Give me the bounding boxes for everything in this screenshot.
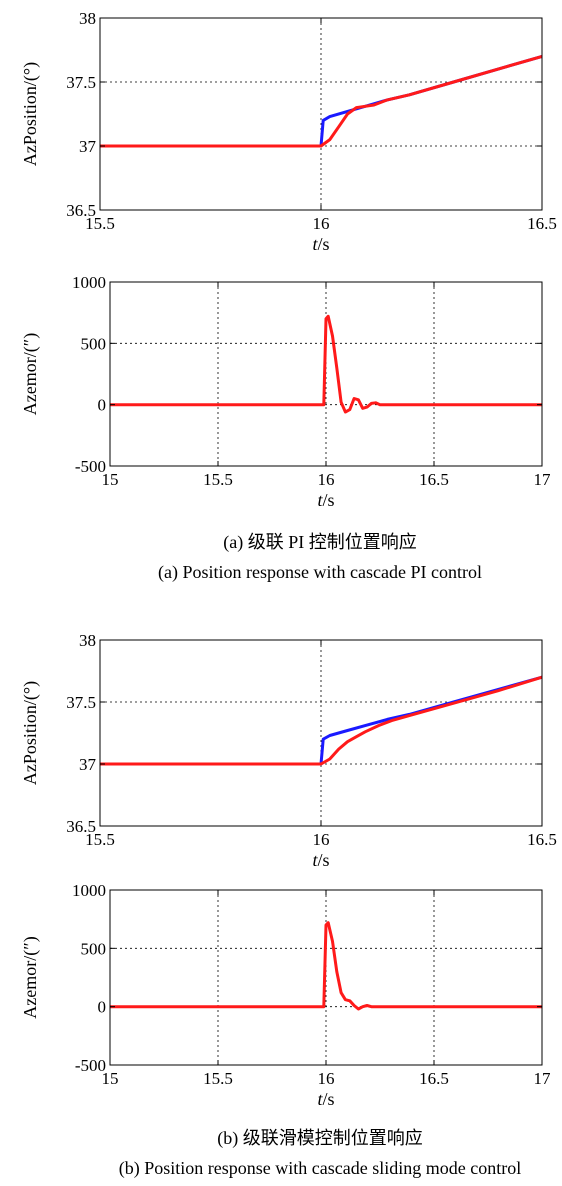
x-axis-label: t/s bbox=[312, 234, 329, 254]
caption-a-english: (a) Position response with cascade PI co… bbox=[158, 562, 482, 583]
x-axis-label: t/s bbox=[312, 850, 329, 870]
plot-a-position: 15.5 16 16.5 36.5 37 37.5 38 t/s AzPosition/(°) bbox=[20, 9, 557, 254]
plot-b-position: 15.5 16 16.5 36.5 37 37.5 38 t/s AzPosition/(°) bbox=[20, 631, 557, 870]
x-axis-label: t/s bbox=[317, 490, 334, 510]
x-tick-label: 15.5 bbox=[203, 1069, 233, 1088]
y-tick-label: -500 bbox=[75, 1056, 106, 1075]
series-line-1 bbox=[100, 54, 543, 148]
plot-frame bbox=[99, 639, 543, 827]
x-tick-label: 16 bbox=[313, 214, 330, 233]
y-tick-label: 0 bbox=[98, 998, 107, 1017]
y-tick-label: 38 bbox=[79, 631, 96, 650]
caption-b-chinese: (b) 级联滑模控制位置响应 bbox=[217, 1128, 423, 1149]
x-tick-label: 17 bbox=[534, 1069, 552, 1088]
x-axis-label-symbol: t bbox=[317, 1089, 323, 1109]
y-tick-label: 0 bbox=[98, 396, 107, 415]
plot-a-error: 15 15.5 16 16.5 17 -500 0 500 1000 t/s Azemor/(″) bbox=[20, 273, 551, 510]
y-axis-label: AzPosition/(°) bbox=[20, 681, 41, 785]
caption-b-english: (b) Position response with cascade slidi… bbox=[119, 1158, 521, 1179]
x-tick-label: 16.5 bbox=[527, 830, 557, 849]
y-tick-label: 500 bbox=[81, 334, 107, 353]
x-axis-label-symbol: t bbox=[317, 490, 323, 510]
x-axis-label-unit: /s bbox=[323, 490, 335, 510]
x-tick-label: 15.5 bbox=[85, 830, 115, 849]
x-axis-label-symbol: t bbox=[312, 850, 318, 870]
x-axis-label-unit: /s bbox=[323, 1089, 335, 1109]
x-tick-label: 16 bbox=[318, 1069, 335, 1088]
y-tick-label: 1000 bbox=[72, 273, 106, 292]
x-axis-label-unit: /s bbox=[318, 234, 330, 254]
x-tick-label: 17 bbox=[534, 470, 552, 489]
series-line-1 bbox=[100, 675, 543, 766]
y-tick-label: 1000 bbox=[72, 881, 106, 900]
y-axis-label: Azemor/(″) bbox=[20, 333, 41, 415]
x-tick-label: 15.5 bbox=[203, 470, 233, 489]
x-tick-label: 16 bbox=[313, 830, 330, 849]
x-axis-label-symbol: t bbox=[312, 234, 318, 254]
y-axis-label: AzPosition/(°) bbox=[20, 62, 41, 166]
y-tick-label: 36.5 bbox=[66, 817, 96, 836]
series-line-0 bbox=[110, 921, 542, 1011]
x-tick-label: 16.5 bbox=[527, 214, 557, 233]
y-tick-label: 38 bbox=[79, 9, 96, 28]
x-tick-label: 16 bbox=[318, 470, 335, 489]
y-tick-label: 37 bbox=[79, 137, 97, 156]
x-axis-label: t/s bbox=[317, 1089, 334, 1109]
series-line-0 bbox=[110, 314, 542, 414]
x-axis-label-unit: /s bbox=[318, 850, 330, 870]
y-tick-label: 37.5 bbox=[66, 73, 96, 92]
x-tick-label: 15 bbox=[102, 1069, 119, 1088]
caption-a-chinese: (a) 级联 PI 控制位置响应 bbox=[223, 532, 416, 553]
y-axis-label: Azemor/(″) bbox=[20, 936, 41, 1018]
y-tick-label: 500 bbox=[81, 939, 107, 958]
x-tick-label: 15 bbox=[102, 470, 119, 489]
plot-b-error: 15 15.5 16 16.5 17 -500 0 500 1000 t/s Azemor/(″) bbox=[20, 881, 551, 1109]
y-tick-label: 37 bbox=[79, 755, 97, 774]
x-tick-label: 16.5 bbox=[419, 1069, 449, 1088]
x-tick-label: 15.5 bbox=[85, 214, 115, 233]
y-tick-label: 37.5 bbox=[66, 693, 96, 712]
y-tick-label: -500 bbox=[75, 457, 106, 476]
y-tick-label: 36.5 bbox=[66, 201, 96, 220]
x-tick-label: 16.5 bbox=[419, 470, 449, 489]
